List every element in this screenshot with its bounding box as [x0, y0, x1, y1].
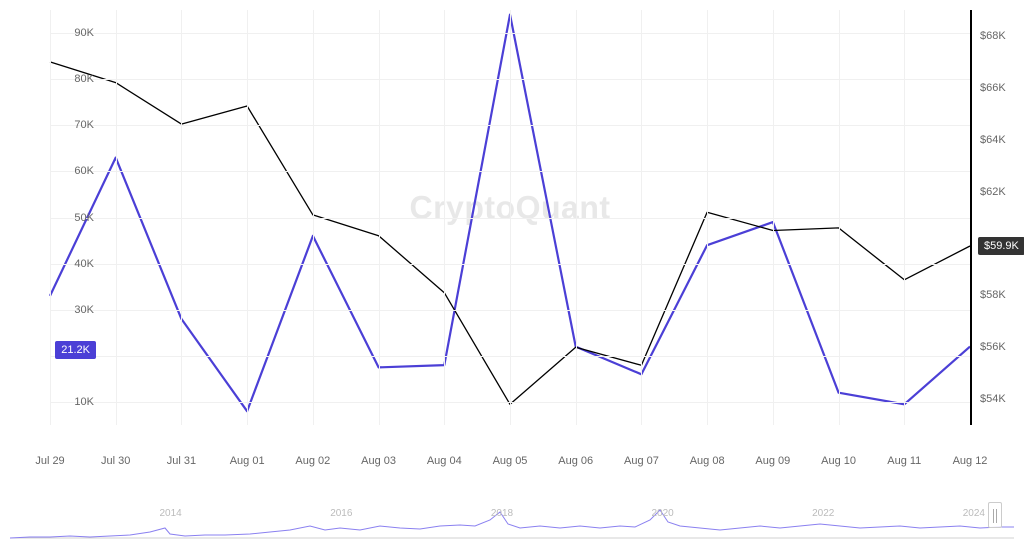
- y-left-tick-label: 40K: [54, 258, 94, 270]
- mini-year-label: 2020: [651, 508, 673, 519]
- mini-year-label: 2024: [963, 508, 985, 519]
- x-tick-label: Aug 03: [361, 455, 396, 467]
- x-tick-label: Jul 30: [101, 455, 130, 467]
- mini-year-label: 2016: [330, 508, 352, 519]
- mini-year-label: 2014: [160, 508, 182, 519]
- x-tick-label: Jul 29: [35, 455, 64, 467]
- y-right-tick-label: $66K: [980, 82, 1006, 94]
- x-tick-label: Aug 01: [230, 455, 265, 467]
- x-tick-label: Aug 02: [295, 455, 330, 467]
- y-left-tick-label: 10K: [54, 396, 94, 408]
- x-tick-label: Jul 31: [167, 455, 196, 467]
- gridline-v: [379, 10, 380, 425]
- gridline-v: [116, 10, 117, 425]
- y-right-tick-label: $58K: [980, 289, 1006, 301]
- gridline-v: [773, 10, 774, 425]
- gridline-v: [247, 10, 248, 425]
- main-chart[interactable]: CryptoQuant: [50, 10, 970, 450]
- y-left-tick-label: 50K: [54, 212, 94, 224]
- y-right-tick-label: $62K: [980, 186, 1006, 198]
- gridline-v: [576, 10, 577, 425]
- right-value-badge: $59.9K: [978, 237, 1024, 255]
- gridline-v: [510, 10, 511, 425]
- y-left-tick-label: 70K: [54, 119, 94, 131]
- y-right-tick-label: $68K: [980, 30, 1006, 42]
- left-value-badge: 21.2K: [55, 341, 96, 359]
- mini-year-label: 2022: [812, 508, 834, 519]
- y-left-tick-label: 60K: [54, 165, 94, 177]
- gridline-v: [50, 10, 51, 425]
- mini-year-label: 2018: [491, 508, 513, 519]
- gridline-v: [904, 10, 905, 425]
- range-selector[interactable]: 2014 2016 2018 2020 2022 2024: [10, 490, 1014, 540]
- gridline-v: [313, 10, 314, 425]
- range-handle[interactable]: [988, 502, 1002, 528]
- x-tick-label: Aug 12: [953, 455, 988, 467]
- chart-container: CryptoQuant 2014 2016 2018 2020 2022 2024 10K…: [0, 0, 1024, 548]
- x-tick-label: Aug 10: [821, 455, 856, 467]
- y-right-tick-label: $54K: [980, 393, 1006, 405]
- x-tick-label: Aug 06: [558, 455, 593, 467]
- right-axis-bar: [970, 10, 972, 425]
- x-tick-label: Aug 05: [493, 455, 528, 467]
- y-right-tick-label: $64K: [980, 134, 1006, 146]
- x-tick-label: Aug 09: [755, 455, 790, 467]
- x-tick-label: Aug 11: [887, 455, 921, 467]
- gridline-v: [839, 10, 840, 425]
- x-tick-label: Aug 08: [690, 455, 725, 467]
- gridline-v: [181, 10, 182, 425]
- y-right-tick-label: $56K: [980, 341, 1006, 353]
- x-tick-label: Aug 07: [624, 455, 659, 467]
- y-left-tick-label: 30K: [54, 304, 94, 316]
- y-left-tick-label: 90K: [54, 27, 94, 39]
- gridline-v: [641, 10, 642, 425]
- x-tick-label: Aug 04: [427, 455, 462, 467]
- gridline-v: [707, 10, 708, 425]
- gridline-v: [444, 10, 445, 425]
- plot-area: [50, 10, 970, 425]
- y-left-tick-label: 80K: [54, 73, 94, 85]
